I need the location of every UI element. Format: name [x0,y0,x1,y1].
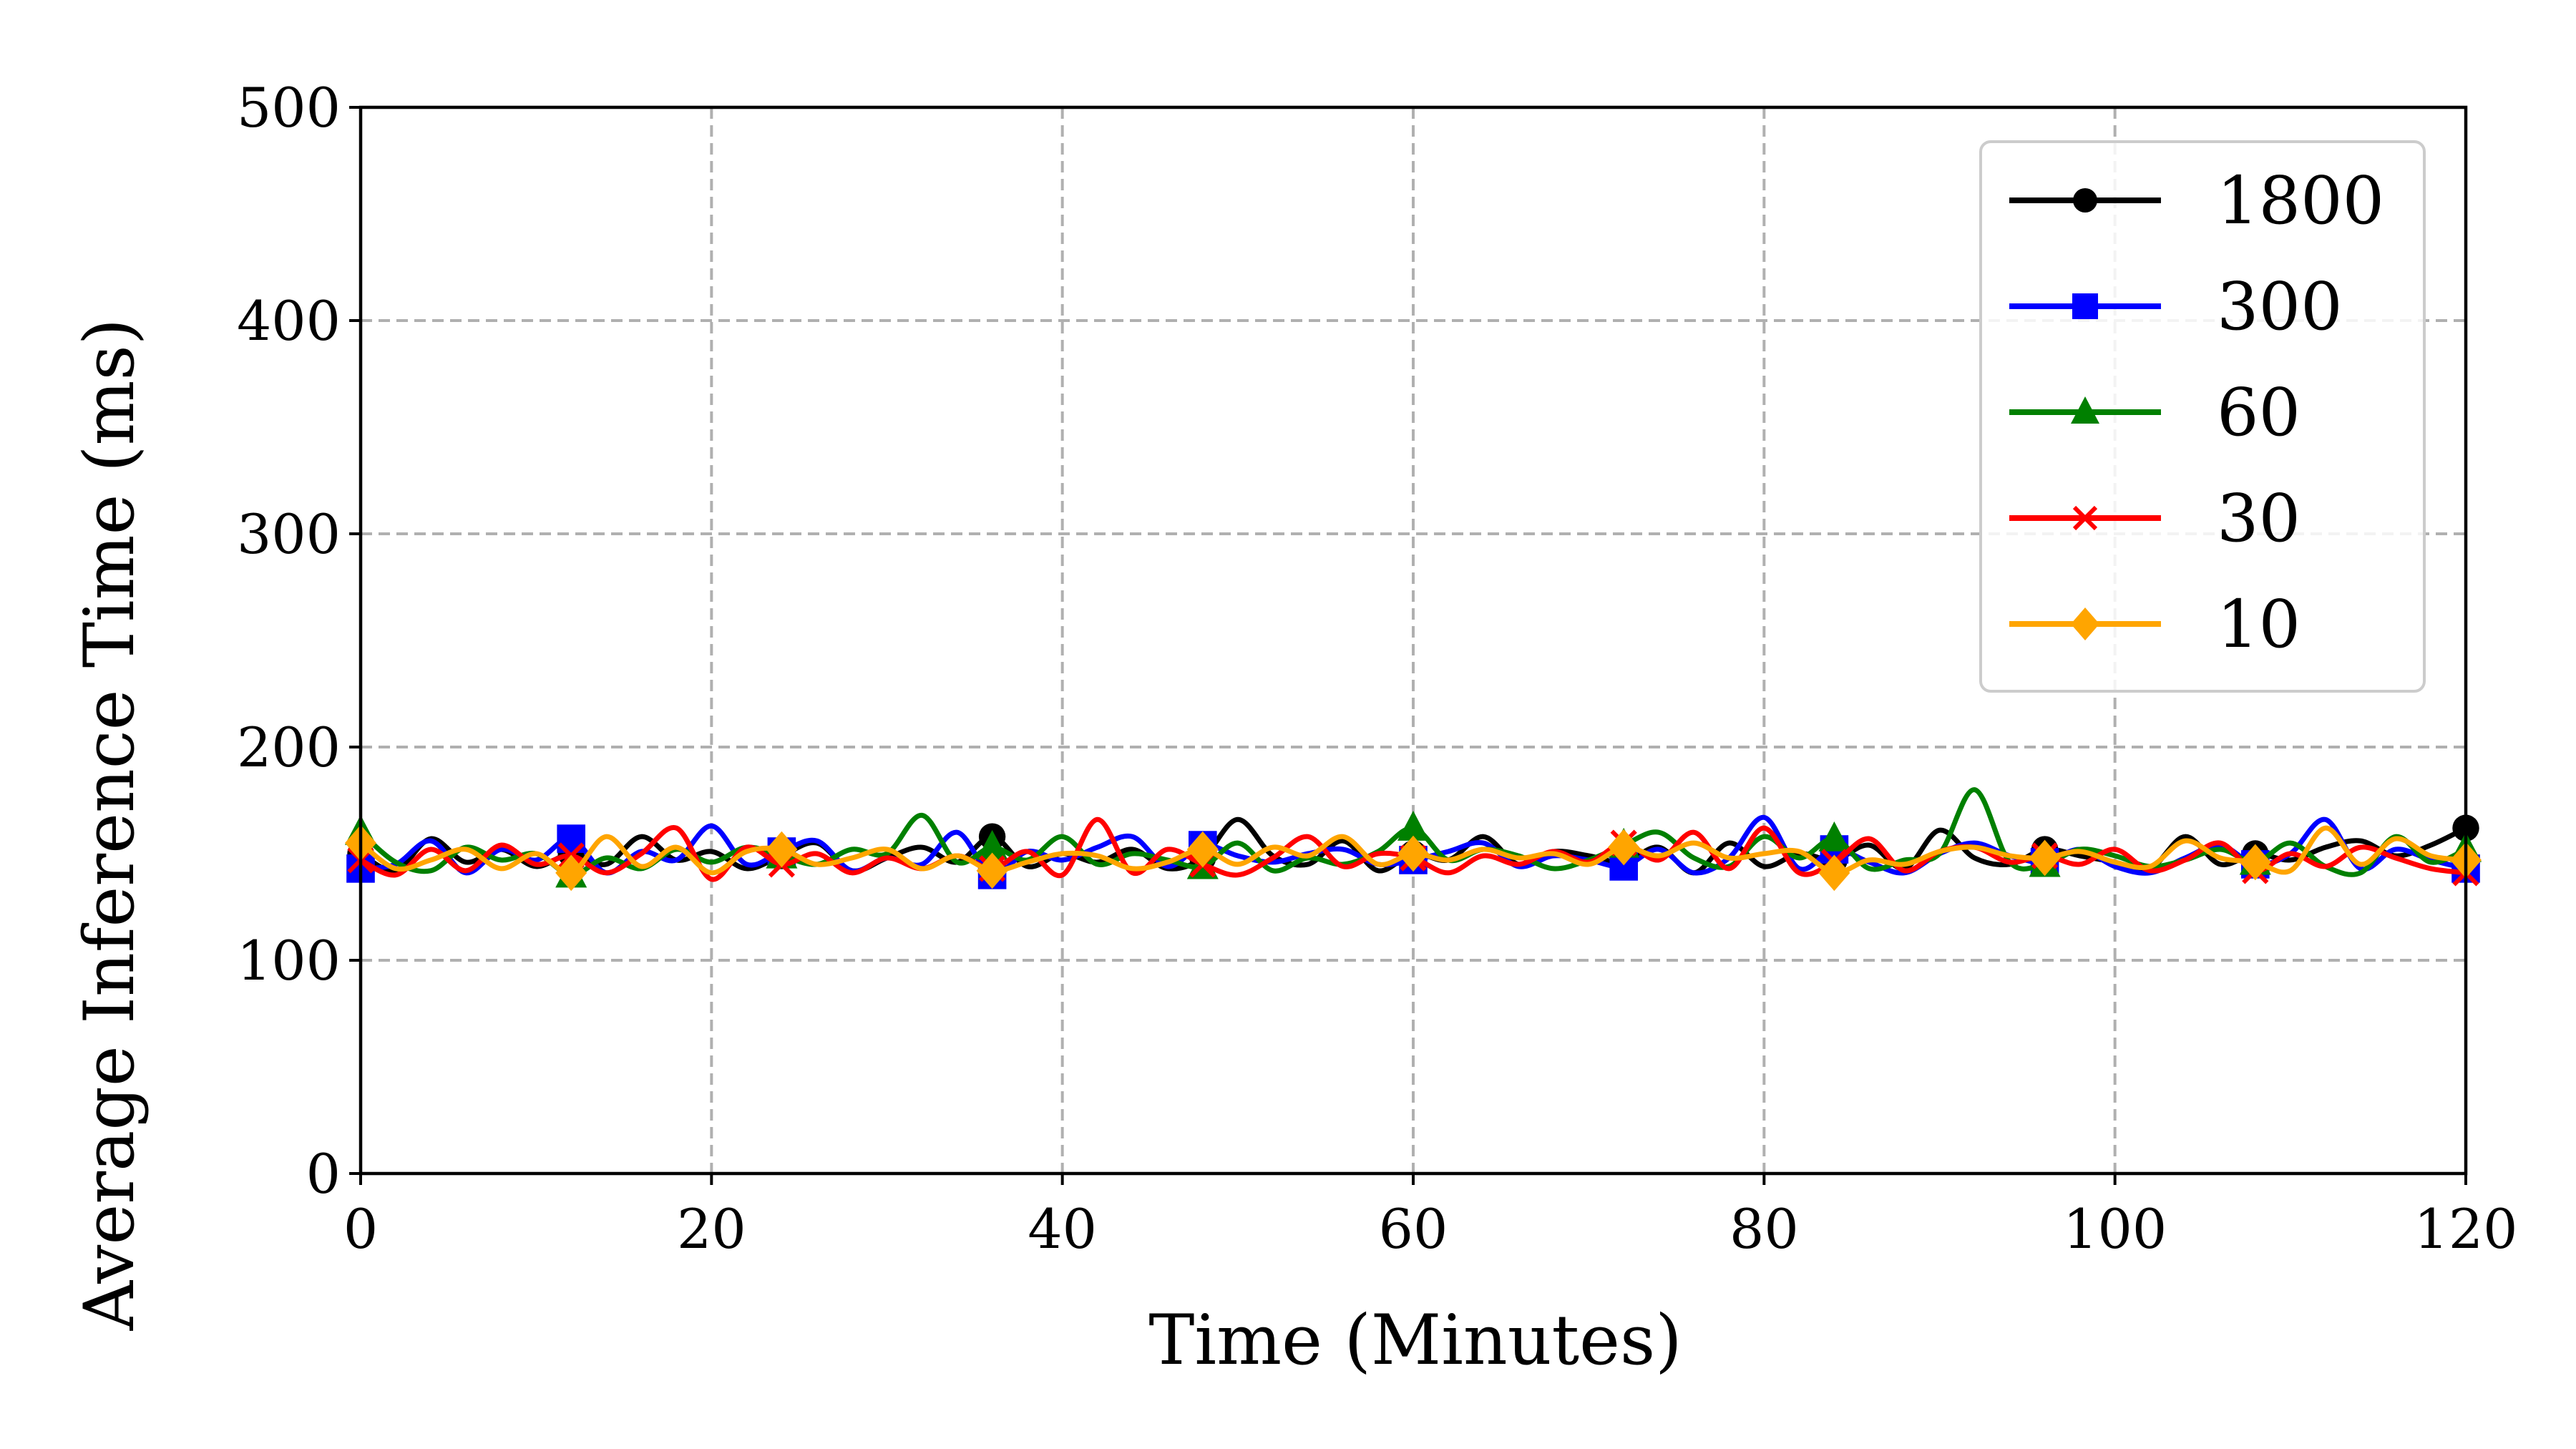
data-point-10 [555,854,587,892]
legend-label: 300 [2217,268,2343,345]
legend-marker-60 [2071,396,2099,424]
data-point-10 [1397,835,1429,872]
legend-marker-300 [2072,293,2098,319]
legend-label: 60 [2217,374,2301,451]
y-tick-label: 300 [237,502,341,566]
data-point-10 [1186,831,1219,868]
data-point-60 [1397,811,1429,841]
x-tick-label: 100 [2063,1197,2167,1261]
legend-marker-10 [2071,608,2099,640]
y-tick-label: 500 [237,76,341,140]
series-10 [345,824,2482,892]
legend-label: 1800 [2217,162,2384,239]
data-point-10 [1818,854,1850,892]
legend-label: 10 [2217,586,2301,663]
data-point-10 [1608,829,1640,866]
legend-entry-30: 30 [2009,480,2301,557]
legend-entry-60: 60 [2009,374,2301,451]
series-lines [345,787,2482,892]
x-tick-label: 40 [1028,1197,1097,1261]
y-tick-label: 400 [237,289,341,353]
legend-entry-10: 10 [2009,586,2301,663]
x-tick-label: 120 [2414,1197,2517,1261]
legend-label: 30 [2217,480,2301,557]
data-point-10 [2239,844,2271,881]
y-tick-label: 100 [237,929,341,992]
legend-marker-30 [2072,505,2098,531]
y-axis-title: Average Inference Time (ms) [69,318,150,1331]
legend-frame [1979,140,2426,693]
data-point-10 [2029,839,2061,877]
data-point-60 [976,829,1008,860]
x-axis-title: Time (Minutes) [1148,1300,1682,1380]
x-tick-label: 20 [677,1197,746,1261]
legend: 1800 300 60 30 10 [1979,140,2426,693]
x-tick-label: 0 [343,1197,378,1261]
legend-entry-300: 300 [2009,268,2343,345]
data-point-10 [766,831,798,868]
legend-marker-1800 [2073,188,2097,213]
axes: 0 20 40 60 80 100 120 0 100 200 300 400 500 [237,76,2518,1261]
data-point-10 [976,852,1008,889]
x-tick-label: 80 [1729,1197,1799,1261]
y-tick-label: 200 [237,716,341,779]
y-tick-label: 0 [306,1142,341,1206]
x-tick-label: 60 [1379,1197,1448,1261]
data-point-60 [1818,821,1850,852]
legend-entry-1800: 1800 [2009,162,2384,239]
